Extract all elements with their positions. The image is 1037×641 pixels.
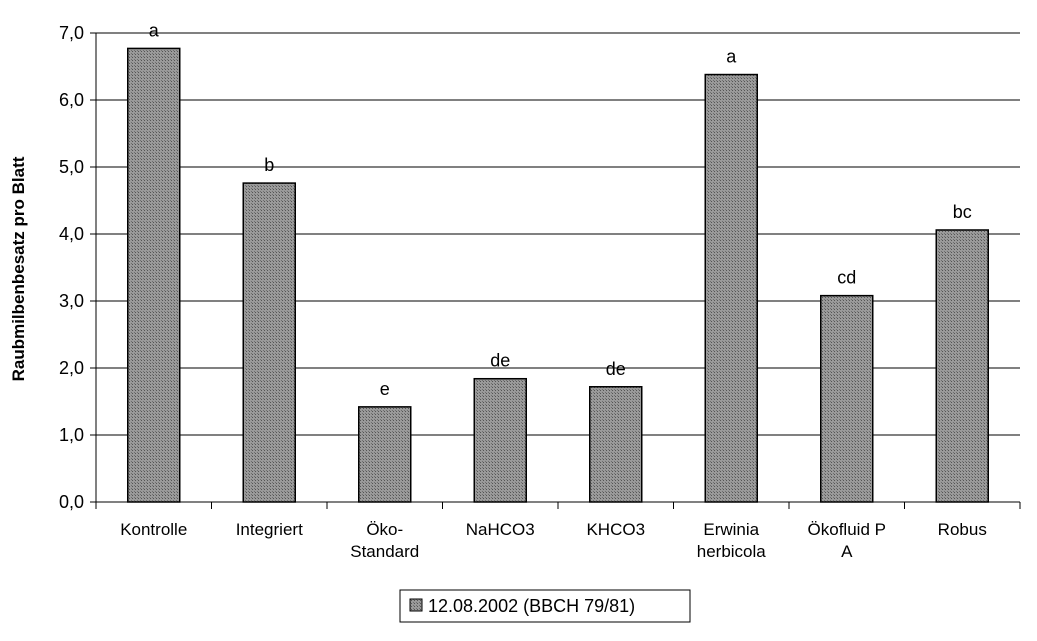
x-category-label-line: NaHCO3 [466, 520, 535, 539]
y-axis-label: Raubmilbenbesatz pro Blatt [9, 156, 28, 381]
x-category-label-line: Standard [350, 542, 419, 561]
legend-box [399, 589, 691, 623]
legend-entry: 12.08.2002 (BBCH 79/81) [428, 596, 635, 616]
bar [358, 406, 412, 503]
x-category-label-line: Integriert [236, 520, 303, 539]
significance-label: b [264, 155, 274, 175]
x-category-label: Integriert [236, 520, 303, 539]
x-category-label: Öko- Standard [350, 520, 419, 561]
significance-label: bc [953, 202, 972, 222]
significance-label: de [490, 351, 510, 371]
y-tick-label: 7,0 [59, 23, 84, 43]
y-tick-label: 5,0 [59, 157, 84, 177]
bar [935, 229, 989, 503]
significance-label: a [726, 47, 737, 67]
x-category-label-line: Kontrolle [120, 520, 187, 539]
legend-swatch [409, 598, 423, 612]
x-category-label-line: A [841, 542, 853, 561]
y-tick-label: 2,0 [59, 358, 84, 378]
x-category-label: Robus [938, 520, 987, 539]
y-tick-label: 3,0 [59, 291, 84, 311]
bar [589, 386, 643, 503]
x-category-label-line: Erwinia [703, 520, 759, 539]
y-tick-label: 6,0 [59, 90, 84, 110]
y-tick-label: 1,0 [59, 425, 84, 445]
x-category-label-line: Öko- [366, 520, 403, 539]
x-category-label-line: KHCO3 [586, 520, 645, 539]
bar [704, 73, 758, 503]
bar [242, 182, 296, 503]
x-category-label: NaHCO3 [466, 520, 535, 539]
bar [820, 294, 874, 503]
x-category-label: Ökofluid P A [808, 520, 886, 561]
significance-label: cd [837, 268, 856, 288]
bar [127, 47, 181, 503]
x-category-label-line: Ökofluid P [808, 520, 886, 539]
x-category-label: Erwinia herbicola [697, 520, 767, 561]
x-category-label: Kontrolle [120, 520, 187, 539]
x-category-label-line: herbicola [697, 542, 767, 561]
gridlines [96, 32, 1020, 436]
axes [90, 32, 1021, 509]
legend: 12.08.2002 (BBCH 79/81) [399, 589, 691, 623]
x-category-label: KHCO3 [586, 520, 645, 539]
bars [127, 47, 989, 503]
labels: 0,0 1,0 2,0 3,0 4,0 5,0 6,0 7,0 a Kontrolle b Integ… [59, 20, 987, 561]
significance-label: a [149, 20, 160, 40]
significance-label: de [606, 359, 626, 379]
y-tick-label: 4,0 [59, 224, 84, 244]
significance-label: e [380, 379, 390, 399]
x-category-label-line: Robus [938, 520, 987, 539]
y-tick-label: 0,0 [59, 492, 84, 512]
bar [473, 377, 527, 503]
